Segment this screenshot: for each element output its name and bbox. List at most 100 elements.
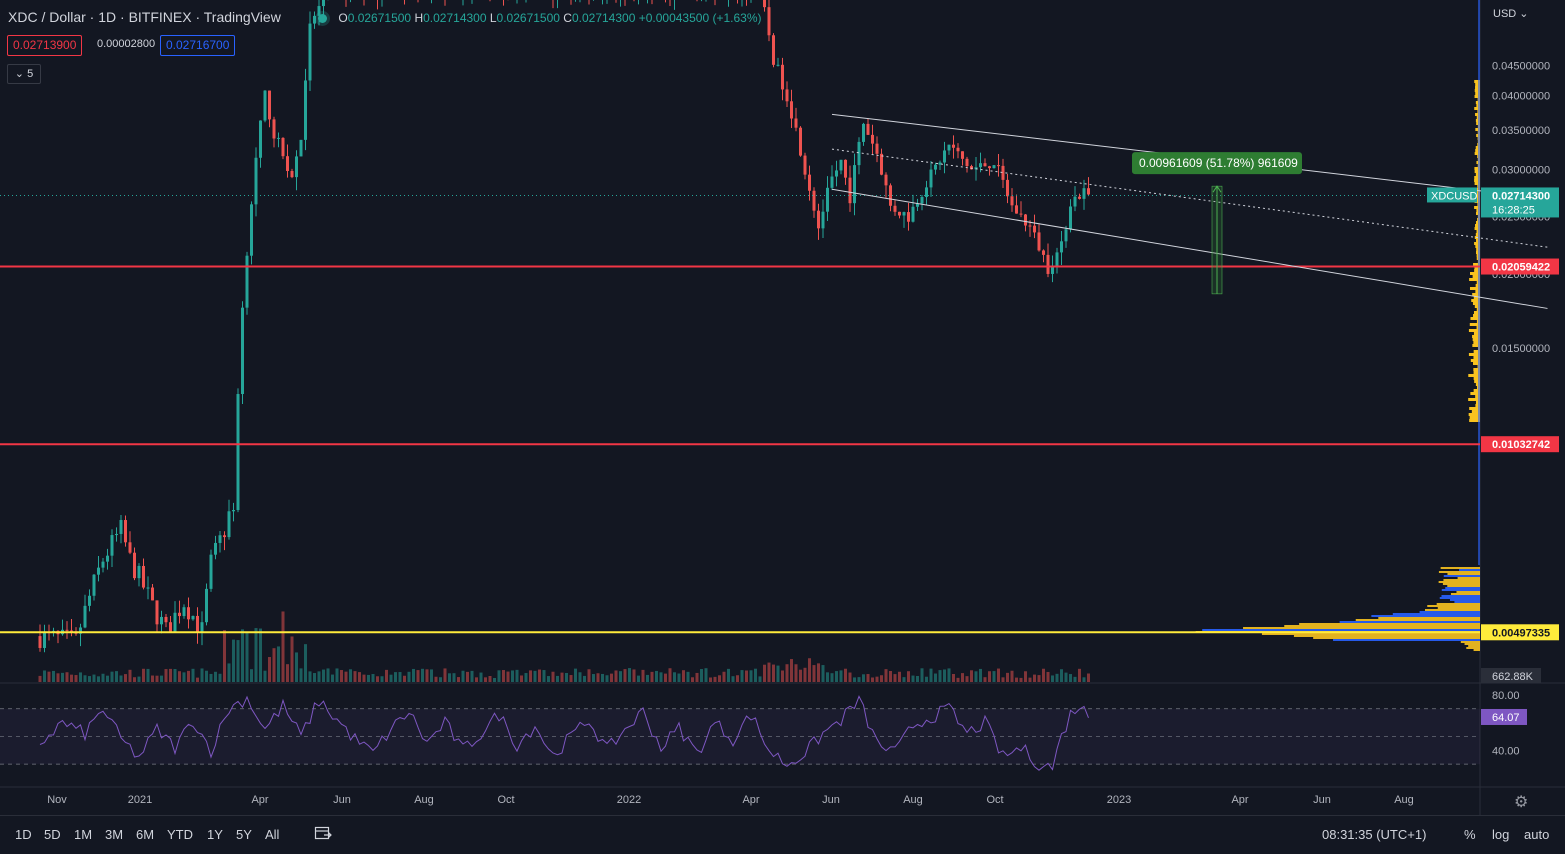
trend-channel[interactable] — [831, 113, 1548, 309]
indicators-toggle[interactable]: ⌄ 5 — [7, 64, 41, 84]
volume-bar — [560, 672, 564, 682]
candle-body — [853, 165, 856, 204]
volume-bar — [259, 628, 262, 682]
volume-bar — [106, 675, 109, 682]
volume-bar — [457, 677, 460, 682]
volume-bar — [1024, 671, 1027, 682]
horizontal-levels[interactable] — [0, 194, 1480, 634]
chart-canvas[interactable]: 0.00961609 (51.78%) 961609 0.045000000.0… — [0, 0, 1565, 815]
volume-profile-row — [1473, 341, 1480, 344]
ohlc-high-key: H — [414, 11, 424, 25]
date-range-icon[interactable] — [314, 825, 332, 841]
channel-lower-line — [831, 188, 1548, 309]
clock-timezone[interactable]: 08:31:35 (UTC+1) — [1322, 827, 1427, 842]
range-1y-button[interactable]: 1Y — [207, 827, 223, 842]
candle-body — [1078, 196, 1081, 199]
volume-profile-row — [1468, 353, 1480, 356]
time-tick-label: Aug — [1394, 794, 1414, 806]
symbol-title[interactable]: XDC / Dollar · 1D · BITFINEX · TradingVi… — [8, 9, 281, 25]
log-scale-toggle[interactable]: log — [1492, 827, 1510, 842]
range-all-button[interactable]: All — [265, 827, 280, 842]
volume-bar — [1015, 677, 1018, 682]
volume-profile — [1195, 0, 1480, 651]
candle-body — [1055, 252, 1059, 267]
percent-scale-toggle[interactable]: % — [1464, 827, 1476, 842]
auto-scale-toggle[interactable]: auto — [1524, 827, 1550, 842]
settings-gear-icon[interactable]: ⚙ — [1514, 794, 1529, 811]
time-axis[interactable]: Nov 2021 Apr Jun Aug Oct 2022 Apr Jun Aug Oct 2023 A… — [47, 794, 1414, 806]
level-price-tag — [1481, 436, 1559, 453]
candle-body — [214, 542, 217, 555]
volume-profile-row — [1475, 113, 1480, 116]
price-range-measure[interactable]: 0.00961609 (51.78%) 961609 — [1132, 152, 1302, 295]
candle-body — [263, 90, 267, 121]
range-5y-button[interactable]: 5Y — [236, 827, 252, 842]
candle-body — [776, 64, 780, 66]
candle-body — [119, 520, 123, 534]
range-5d-button[interactable]: 5D — [44, 827, 61, 842]
candle-body — [259, 120, 262, 158]
candle-body — [1015, 205, 1018, 214]
price-axis[interactable]: 0.04500000 0.04000000 0.03500000 0.03000000… — [1427, 8, 1559, 757]
volume-bar — [1010, 670, 1014, 682]
range-ytd-button[interactable]: YTD — [167, 827, 193, 842]
volume-profile-row — [1456, 591, 1480, 593]
candle-body — [857, 141, 861, 166]
volume-profile-row — [1445, 587, 1480, 589]
volume-profile-row — [1475, 233, 1480, 236]
candle-body — [218, 535, 222, 543]
volume-bar — [740, 670, 744, 682]
candle-body — [106, 555, 109, 562]
volume-bar — [925, 676, 928, 682]
volume-bar — [326, 668, 330, 682]
volume-bar — [587, 669, 591, 682]
candle-body — [322, 0, 325, 7]
volume-profile-row — [1441, 589, 1480, 591]
volume-bar — [857, 677, 861, 682]
range-1m-button[interactable]: 1M — [74, 827, 93, 842]
volume-profile-row — [1474, 242, 1480, 245]
volume-bar — [862, 674, 865, 682]
volume-bar — [920, 668, 924, 682]
candle-body — [1037, 232, 1041, 251]
candle-body — [907, 212, 910, 222]
volume-bar — [614, 670, 618, 682]
volume-bar — [470, 670, 474, 682]
candle-body — [848, 177, 852, 204]
volume-bar — [38, 675, 42, 682]
candle-body — [893, 205, 897, 212]
volume-profile-row — [1475, 284, 1480, 287]
volume-bar — [488, 675, 492, 682]
volume-bar — [358, 672, 361, 682]
volume-bar — [889, 670, 892, 682]
volume-bar — [520, 675, 523, 682]
range-1d-button[interactable]: 1D — [15, 827, 32, 842]
buy-button[interactable]: 0.02716700 — [160, 35, 236, 56]
range-3m-button[interactable]: 3M — [105, 827, 124, 842]
volume-profile-row — [1475, 146, 1480, 149]
volume-bar — [637, 675, 640, 682]
volume-bar — [313, 673, 316, 682]
rsi-line — [39, 695, 1089, 771]
volume-profile-row — [1466, 647, 1480, 649]
volume-bar — [394, 672, 397, 682]
volume-bar — [263, 670, 267, 682]
volume-bar — [434, 676, 438, 682]
currency-selector: USD ⌄ — [1493, 8, 1529, 20]
volume-bar — [691, 677, 694, 682]
time-tick-label: Oct — [497, 794, 514, 806]
sell-button[interactable]: 0.02713900 — [7, 35, 83, 56]
candle-body — [772, 35, 775, 65]
volume-bar — [659, 672, 663, 682]
volume-profile-row — [1471, 410, 1480, 413]
volume-profile-row — [1469, 419, 1480, 422]
volume-bar — [448, 673, 451, 682]
volume-profile-row — [1474, 194, 1480, 197]
volume-profile-row — [1474, 152, 1480, 155]
volume-bar — [871, 677, 874, 682]
range-6m-button[interactable]: 6M — [136, 827, 155, 842]
volume-bar — [340, 670, 343, 682]
candle-body — [974, 167, 978, 170]
candle-body — [812, 190, 816, 211]
ohlc-open-value: 0.02671500 — [347, 11, 412, 25]
